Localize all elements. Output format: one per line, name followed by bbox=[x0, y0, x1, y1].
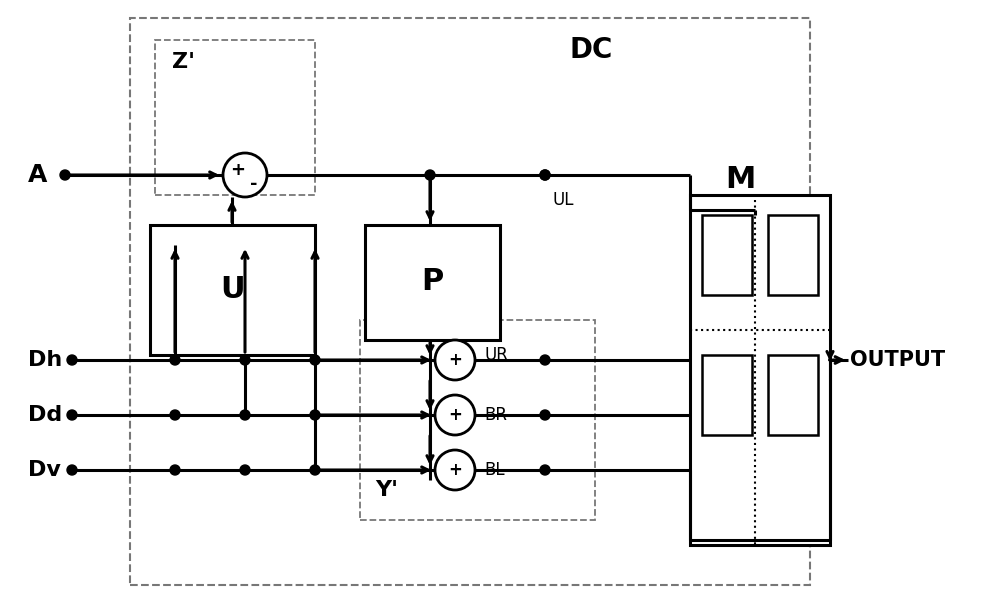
Text: +: + bbox=[448, 351, 462, 369]
Text: Y': Y' bbox=[375, 480, 398, 500]
Bar bbox=[702, 355, 752, 435]
Circle shape bbox=[67, 465, 77, 475]
Text: BL: BL bbox=[484, 461, 505, 479]
Text: U: U bbox=[221, 276, 245, 304]
Text: UR: UR bbox=[484, 346, 508, 364]
Circle shape bbox=[540, 170, 550, 180]
Text: -: - bbox=[250, 175, 258, 193]
Circle shape bbox=[240, 465, 250, 475]
Circle shape bbox=[60, 170, 70, 180]
Text: +: + bbox=[448, 461, 462, 479]
Text: Dh: Dh bbox=[28, 350, 62, 370]
Text: Dv: Dv bbox=[28, 460, 61, 480]
Bar bbox=[150, 225, 315, 355]
Text: P: P bbox=[421, 267, 443, 296]
Text: BR: BR bbox=[484, 406, 507, 424]
Circle shape bbox=[310, 465, 320, 475]
Bar bbox=[365, 225, 500, 340]
Circle shape bbox=[67, 410, 77, 420]
Bar bbox=[768, 355, 818, 435]
Circle shape bbox=[540, 465, 550, 475]
Text: DC: DC bbox=[570, 36, 613, 64]
Circle shape bbox=[540, 355, 550, 365]
Circle shape bbox=[540, 170, 550, 180]
Text: +: + bbox=[230, 161, 246, 179]
Circle shape bbox=[67, 355, 77, 365]
Circle shape bbox=[540, 410, 550, 420]
Circle shape bbox=[240, 355, 250, 365]
Bar bbox=[702, 215, 752, 295]
Circle shape bbox=[170, 465, 180, 475]
Bar bbox=[690, 195, 830, 545]
Bar bbox=[130, 18, 810, 585]
Bar bbox=[768, 215, 818, 295]
Text: +: + bbox=[448, 406, 462, 424]
Text: UL: UL bbox=[552, 191, 574, 209]
Circle shape bbox=[170, 410, 180, 420]
Text: Dd: Dd bbox=[28, 405, 62, 425]
Text: Z': Z' bbox=[172, 52, 195, 72]
Circle shape bbox=[310, 410, 320, 420]
Circle shape bbox=[435, 395, 475, 435]
Circle shape bbox=[223, 153, 267, 197]
Circle shape bbox=[425, 170, 435, 180]
Text: M: M bbox=[725, 165, 755, 195]
Circle shape bbox=[435, 340, 475, 380]
Text: OUTPUT: OUTPUT bbox=[850, 350, 945, 370]
Circle shape bbox=[240, 410, 250, 420]
Circle shape bbox=[170, 355, 180, 365]
Circle shape bbox=[435, 450, 475, 490]
Bar bbox=[360, 320, 595, 520]
Bar bbox=[155, 40, 315, 195]
Text: A: A bbox=[28, 163, 47, 187]
Circle shape bbox=[310, 355, 320, 365]
